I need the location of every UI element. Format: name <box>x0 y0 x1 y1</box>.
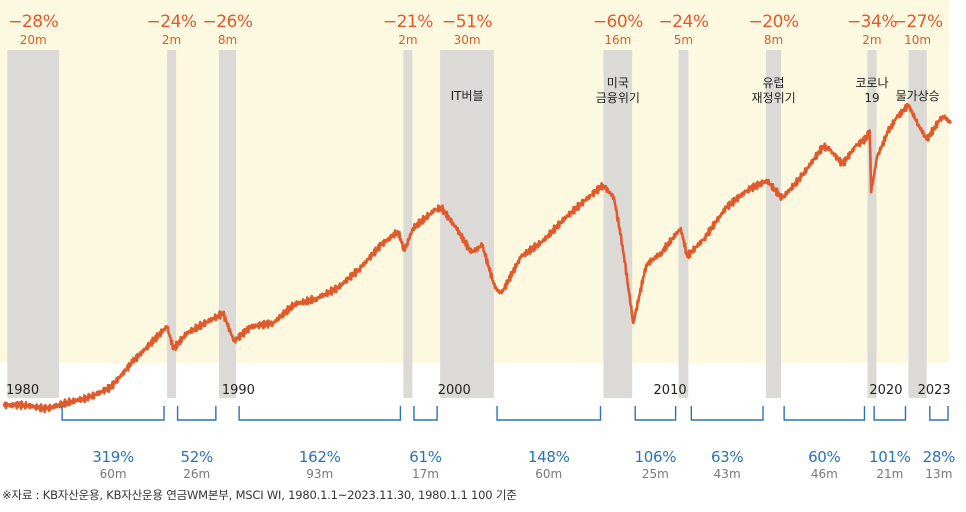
rally-gain-label: 28% <box>923 448 955 466</box>
rally-duration-label: 43m <box>714 467 741 481</box>
drawdown-shade <box>867 50 877 398</box>
event-label: 코로나 <box>855 76 888 90</box>
drawdown-duration-label: 5m <box>674 33 693 47</box>
drawdown-decline-label: −21% <box>383 12 433 32</box>
drawdown-decline-label: −24% <box>147 12 197 32</box>
rally-duration-label: 46m <box>811 467 838 481</box>
rally-gain-label: 101% <box>869 448 911 466</box>
drawdown-duration-label: 10m <box>904 33 931 47</box>
drawdown-duration-label: 16m <box>604 33 631 47</box>
drawdown-shade <box>678 50 689 398</box>
drawdown-shade <box>440 50 495 398</box>
drawdown-decline-label: −24% <box>658 12 708 32</box>
rally-gain-label: 148% <box>528 448 570 466</box>
drawdown-decline-label: −51% <box>442 12 492 32</box>
rally-bracket <box>873 406 907 421</box>
drawdown-decline-label: −27% <box>893 12 943 32</box>
year-label: 1990 <box>222 383 255 398</box>
drawdown-duration-label: 2m <box>398 33 417 47</box>
drawdown-shade <box>218 50 237 398</box>
drawdown-duration-label: 2m <box>862 33 881 47</box>
index-line <box>2 102 952 414</box>
drawdown-shade <box>766 50 782 398</box>
drawdown-labels: −28%20m−24%2m−26%8m−21%2m−51%30m−60%16m−… <box>8 12 943 47</box>
drawdown-decline-label: −60% <box>593 12 643 32</box>
rally-gain-label: 63% <box>711 448 743 466</box>
drawdown-decline-label: −20% <box>749 12 799 32</box>
year-label: 2000 <box>438 383 471 398</box>
rally-duration-label: 60m <box>535 467 562 481</box>
rally-duration-label: 26m <box>183 467 210 481</box>
drawdown-shades <box>7 50 927 398</box>
rally-gain-label: 106% <box>635 448 677 466</box>
drawdown-duration-label: 30m <box>454 33 481 47</box>
year-label: 2020 <box>869 383 902 398</box>
source-note: ※자료 : KB자산운용, KB자산운용 연금WM본부, MSCI WI, 19… <box>2 488 517 502</box>
event-label: IT버블 <box>451 89 484 103</box>
rally-duration-label: 17m <box>412 467 439 481</box>
rally-brackets: 319%60m52%26m162%93m61%17m148%60m106%25m… <box>61 406 955 481</box>
rally-bracket <box>61 406 165 421</box>
rally-duration-label: 25m <box>642 467 669 481</box>
drawdown-duration-label: 8m <box>764 33 783 47</box>
event-label: 유럽 <box>763 76 785 90</box>
event-label: 물가상승 <box>896 89 940 103</box>
rally-bracket <box>496 406 602 421</box>
rally-duration-label: 13m <box>925 467 952 481</box>
rally-bracket <box>413 406 438 421</box>
rally-bracket <box>634 406 677 421</box>
drawdown-duration-label: 8m <box>218 33 237 47</box>
rally-bracket <box>176 406 217 421</box>
rally-bracket <box>238 406 402 421</box>
rally-gain-label: 319% <box>92 448 134 466</box>
rally-bracket <box>783 406 866 421</box>
drawdown-decline-label: −34% <box>847 12 897 32</box>
event-label: 미국 <box>607 76 629 90</box>
event-label: 재정위기 <box>751 91 795 105</box>
year-label: 2010 <box>654 383 687 398</box>
drawdown-shade <box>7 50 60 398</box>
event-label: 19 <box>864 91 879 105</box>
drawdown-decline-label: −28% <box>8 12 58 32</box>
rally-bracket <box>929 406 949 421</box>
event-label: 금융위기 <box>596 91 640 105</box>
drawdown-shade <box>167 50 177 398</box>
year-label: 1980 <box>6 383 39 398</box>
rally-duration-label: 21m <box>876 467 903 481</box>
drawdown-duration-label: 2m <box>162 33 181 47</box>
rally-gain-label: 162% <box>299 448 341 466</box>
rally-gain-label: 61% <box>409 448 441 466</box>
drawdown-duration-label: 20m <box>20 33 47 47</box>
year-label: 2023 <box>918 383 951 398</box>
rally-duration-label: 60m <box>100 467 127 481</box>
drawdown-shade <box>908 50 927 398</box>
year-labels: 1980 1990 2000 2010 2020 2023 <box>6 383 951 398</box>
rally-duration-label: 93m <box>306 467 333 481</box>
drawdown-shade <box>403 50 413 398</box>
rally-gain-label: 52% <box>180 448 212 466</box>
drawdown-decline-label: −26% <box>202 12 252 32</box>
rally-gain-label: 60% <box>808 448 840 466</box>
rally-bracket <box>690 406 764 421</box>
